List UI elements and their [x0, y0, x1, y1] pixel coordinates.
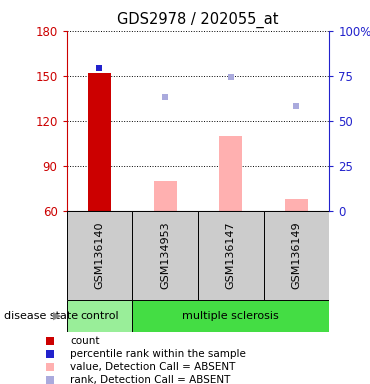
- Bar: [198, 211, 263, 300]
- Bar: [132, 300, 329, 332]
- Title: GDS2978 / 202055_at: GDS2978 / 202055_at: [117, 12, 279, 28]
- Text: disease state: disease state: [4, 311, 78, 321]
- Text: rank, Detection Call = ABSENT: rank, Detection Call = ABSENT: [70, 376, 231, 384]
- Text: GSM136140: GSM136140: [94, 222, 104, 289]
- Bar: [263, 211, 329, 300]
- Bar: [154, 181, 176, 211]
- Bar: [88, 73, 111, 211]
- Bar: [285, 199, 308, 211]
- Bar: [219, 136, 242, 211]
- Text: GSM136149: GSM136149: [292, 222, 302, 289]
- Bar: [67, 211, 132, 300]
- Text: GSM134953: GSM134953: [160, 222, 170, 289]
- Text: control: control: [80, 311, 119, 321]
- Bar: [132, 211, 198, 300]
- Text: multiple sclerosis: multiple sclerosis: [182, 311, 279, 321]
- Text: value, Detection Call = ABSENT: value, Detection Call = ABSENT: [70, 362, 236, 372]
- Text: ▶: ▶: [53, 311, 61, 321]
- Text: count: count: [70, 336, 100, 346]
- Text: percentile rank within the sample: percentile rank within the sample: [70, 349, 246, 359]
- Text: GSM136147: GSM136147: [226, 222, 236, 289]
- Bar: [67, 300, 132, 332]
